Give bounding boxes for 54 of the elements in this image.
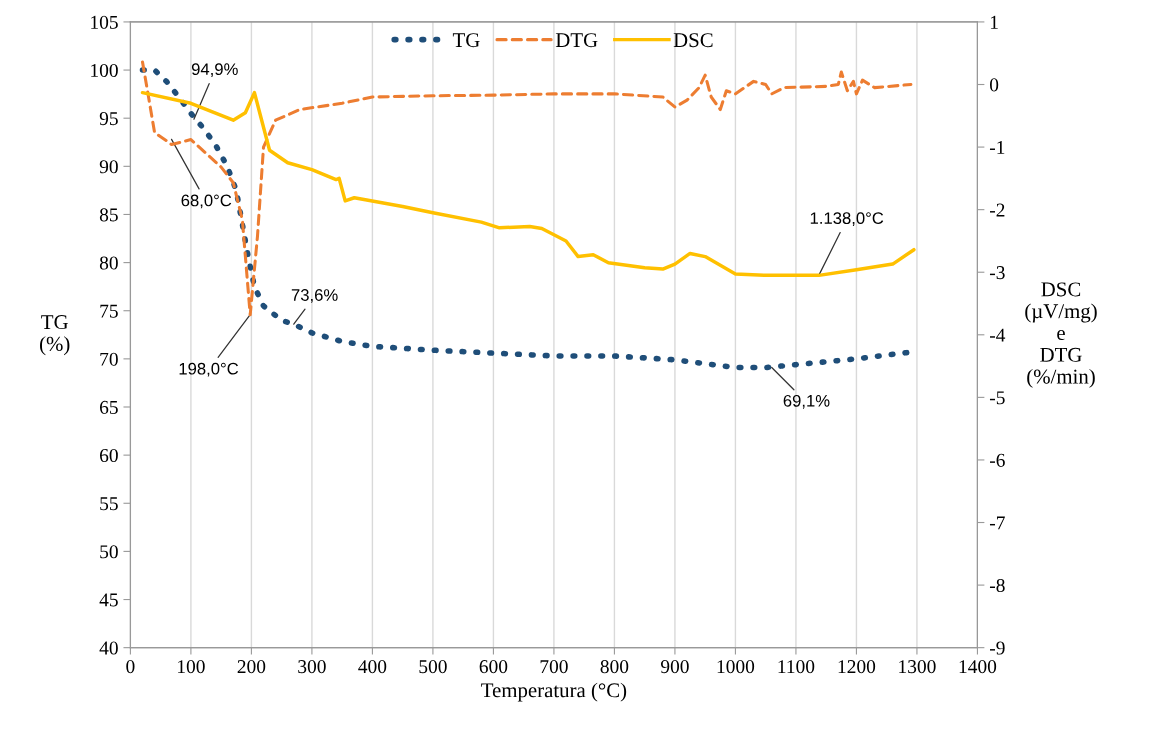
x-tick-label: 1400 — [959, 660, 997, 674]
x-tick-label: 300 — [298, 660, 326, 674]
y-tick-label: 40 — [99, 641, 118, 655]
y-tick-label: 65 — [99, 400, 118, 414]
annotation: 94,9% — [191, 63, 238, 77]
x-tick-label: 100 — [178, 660, 205, 674]
annotation: 68,0°C — [181, 194, 232, 209]
y-tick-label: 55 — [100, 497, 118, 511]
y2-tick-label: -8 — [989, 578, 1005, 593]
y2-tick-label: -3 — [989, 266, 1005, 280]
y-tick-label: 90 — [99, 160, 118, 174]
x-tick-label: 0 — [126, 660, 135, 674]
y-tick-label: 85 — [99, 208, 118, 222]
y-tick-label: 70 — [100, 352, 118, 366]
y-tick-label: 60 — [99, 448, 118, 463]
legend-label: DSC — [673, 33, 713, 48]
x-tick-label: 400 — [358, 660, 387, 674]
line-series — [140, 90, 916, 278]
y2-tick-label: -5 — [989, 391, 1005, 405]
y-tick-label: 100 — [91, 63, 118, 77]
y2-tick-label: -6 — [989, 453, 1005, 467]
annotation: 69,1% — [783, 394, 830, 409]
x-tick-label: 200 — [237, 660, 266, 674]
x-tick-label: 600 — [479, 660, 508, 674]
x-tick-label: 700 — [540, 660, 568, 674]
y-axis-title: TG (%) — [40, 315, 70, 356]
annotation: 73,6% — [291, 289, 338, 303]
annotation: 198,0°C — [179, 362, 239, 377]
y2-tick-label: -9 — [989, 641, 1005, 655]
x-axis-title: Temperatura (°C) — [481, 682, 627, 702]
y-tick-label: 45 — [99, 593, 118, 607]
y-tick-label: 105 — [91, 15, 118, 29]
x-tick-label: 800 — [600, 660, 629, 674]
x-tick-label: 1200 — [838, 660, 876, 674]
y2-tick-label: -1 — [989, 140, 1005, 154]
y2-tick-label: -7 — [989, 516, 1005, 530]
annotation: 1.138,0°C — [810, 212, 884, 226]
y2-tick-label: -4 — [989, 328, 1006, 342]
y-tick-label: 95 — [99, 112, 118, 126]
y2-tick-label: 0 — [989, 78, 999, 92]
x-tick-label: 500 — [419, 660, 447, 674]
x-tick-label: 1000 — [717, 660, 755, 674]
y-tick-label: 75 — [100, 304, 118, 318]
x-tick-label: 1100 — [778, 660, 815, 674]
line-series — [140, 60, 913, 317]
legend-label: TG — [452, 33, 480, 48]
y2-axis-title: DSC (µV/mg) e DTG (%/min) — [1025, 282, 1097, 388]
y2-tick-label: 1 — [990, 15, 998, 29]
y-tick-label: 50 — [100, 545, 118, 559]
x-tick-label: 1300 — [899, 660, 936, 674]
y-tick-label: 80 — [99, 256, 118, 270]
y2-tick-label: -2 — [989, 203, 1005, 217]
x-tick-label: 900 — [660, 660, 689, 674]
legend-label: DTG — [555, 33, 598, 48]
